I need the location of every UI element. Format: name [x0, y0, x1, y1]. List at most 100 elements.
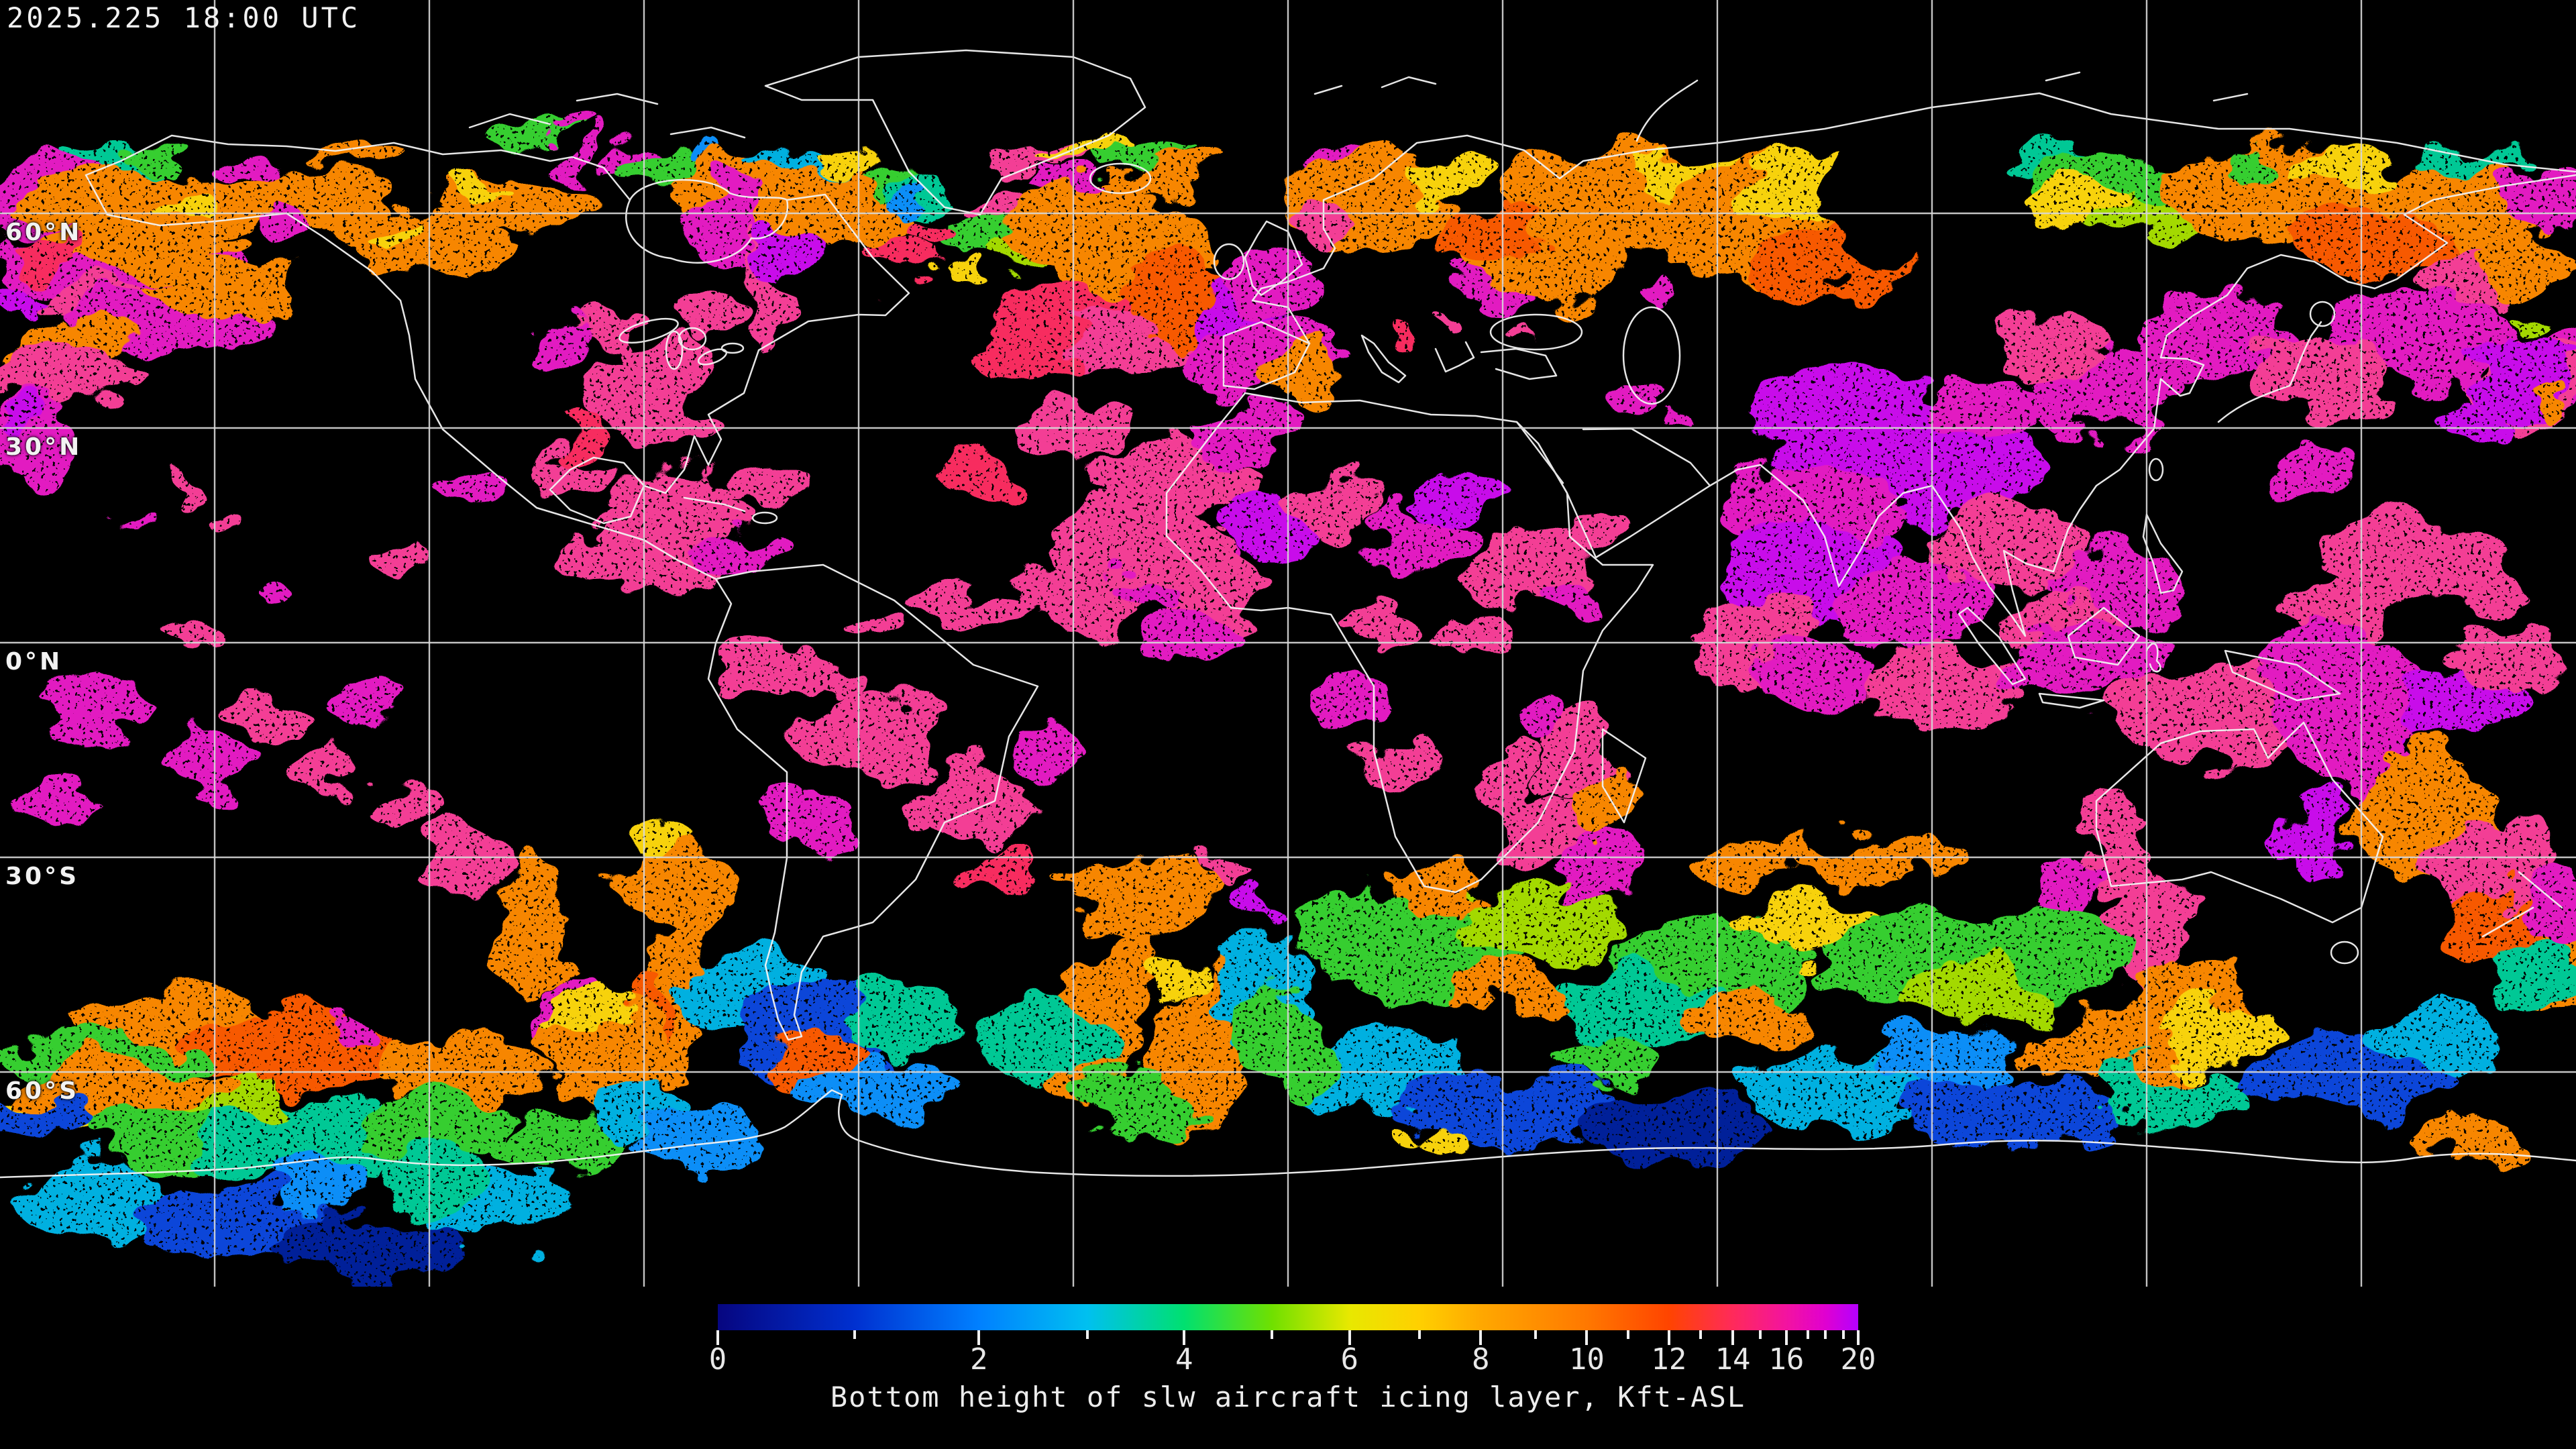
colorbar-tick — [1626, 1330, 1629, 1339]
data-blob — [0, 283, 50, 317]
data-blob — [637, 406, 718, 453]
colorbar-tick — [1534, 1330, 1537, 1339]
colorbar-tick — [716, 1330, 719, 1345]
data-blob — [1878, 1033, 2012, 1087]
data-blob — [798, 148, 892, 174]
data-blob — [1429, 617, 1523, 651]
data-blob — [932, 446, 1013, 493]
data-blob — [362, 778, 443, 832]
data-blob — [1422, 215, 1543, 268]
data-blob — [295, 753, 349, 790]
data-blob — [423, 828, 517, 889]
data-blob — [919, 768, 1026, 842]
data-blob — [141, 262, 302, 315]
data-blob — [235, 688, 302, 735]
data-blob — [2077, 796, 2149, 908]
data-blob — [572, 132, 592, 179]
data-blob — [892, 193, 926, 217]
data-blob — [40, 674, 148, 735]
data-blob — [564, 305, 644, 352]
colorbar-tick — [1085, 1330, 1089, 1339]
lat-label: 0°N — [5, 648, 63, 676]
data-blob — [433, 179, 506, 203]
data-blob — [362, 1090, 510, 1164]
data-blob — [973, 1003, 1107, 1090]
data-blob — [1566, 771, 1633, 845]
colorbar-tick — [1841, 1330, 1845, 1339]
data-blob — [2502, 171, 2576, 231]
data-blob — [40, 211, 241, 272]
data-blob — [1751, 634, 1872, 708]
data-blob — [2477, 245, 2557, 292]
lat-label: 60°S — [5, 1077, 80, 1105]
data-blob — [1684, 994, 1805, 1045]
data-blob — [2093, 1060, 2267, 1127]
colorbar-tick-label: 10 — [1568, 1342, 1605, 1377]
latlon-grid — [0, 0, 2576, 1287]
data-blob — [1221, 493, 1301, 553]
data-blob — [498, 846, 562, 1006]
world-map — [0, 0, 2576, 1287]
data-blob — [1509, 688, 1570, 741]
data-blob — [2214, 148, 2274, 172]
data-blob — [362, 219, 443, 244]
data-blob — [2509, 310, 2549, 331]
timestamp: 2025.225 18:00 UTC — [7, 1, 361, 34]
data-blob — [1865, 647, 2026, 735]
colorbar-tick — [1857, 1330, 1860, 1345]
data-blob — [369, 537, 436, 577]
data-blob — [1444, 963, 1575, 1023]
data-blob — [1194, 396, 1288, 463]
data-blob — [731, 456, 812, 510]
data-blob — [1298, 206, 1352, 244]
data-blob — [1529, 589, 1597, 619]
data-blob — [1556, 1036, 1664, 1083]
data-blob — [1563, 969, 1724, 1043]
data-blob — [2274, 805, 2355, 872]
data-blob — [2435, 397, 2516, 451]
data-blob — [2160, 1006, 2267, 1060]
colorbar-tick-label: 6 — [1340, 1342, 1359, 1377]
data-blob — [631, 827, 698, 861]
data-blob — [1778, 839, 1979, 879]
colorbar-tick — [1183, 1330, 1186, 1345]
data-blob — [1362, 738, 1456, 805]
data-blob — [258, 589, 305, 619]
data-blob — [0, 394, 47, 431]
data-blob — [1046, 140, 1127, 166]
colorbar-tick — [1417, 1330, 1421, 1339]
colorbar-tick-label: 12 — [1651, 1342, 1687, 1377]
colorbar-tick — [1758, 1330, 1762, 1339]
data-blob — [2415, 543, 2522, 610]
data-blob — [207, 506, 236, 527]
data-blob — [1281, 892, 1402, 959]
data-blob — [671, 295, 738, 335]
data-blob — [651, 902, 704, 1003]
colorbar-gradient — [718, 1304, 1858, 1330]
data-blob — [1439, 321, 1459, 337]
data-blob — [1140, 604, 1234, 657]
data-blob — [0, 352, 141, 399]
data-blob — [2281, 574, 2388, 634]
data-blob — [174, 621, 228, 654]
data-blob — [557, 527, 718, 587]
data-blob — [255, 198, 322, 245]
data-blob — [439, 473, 500, 520]
data-blob — [2532, 382, 2566, 423]
data-blob — [1429, 473, 1496, 520]
data-blob — [2341, 288, 2435, 356]
data-blob — [1387, 319, 1417, 359]
data-blob — [225, 157, 285, 181]
data-blob — [530, 329, 584, 369]
data-blob — [1140, 954, 1208, 991]
data-blob — [282, 1162, 362, 1213]
data-blob — [684, 184, 778, 258]
data-blob — [141, 196, 208, 220]
data-blob — [1919, 376, 2039, 443]
data-blob — [0, 1095, 87, 1132]
data-blob — [1469, 533, 1590, 607]
colorbar-tick — [1823, 1330, 1827, 1339]
data-blob — [121, 146, 188, 170]
map-canvas — [0, 0, 2576, 1287]
data-blob — [2408, 1122, 2529, 1159]
